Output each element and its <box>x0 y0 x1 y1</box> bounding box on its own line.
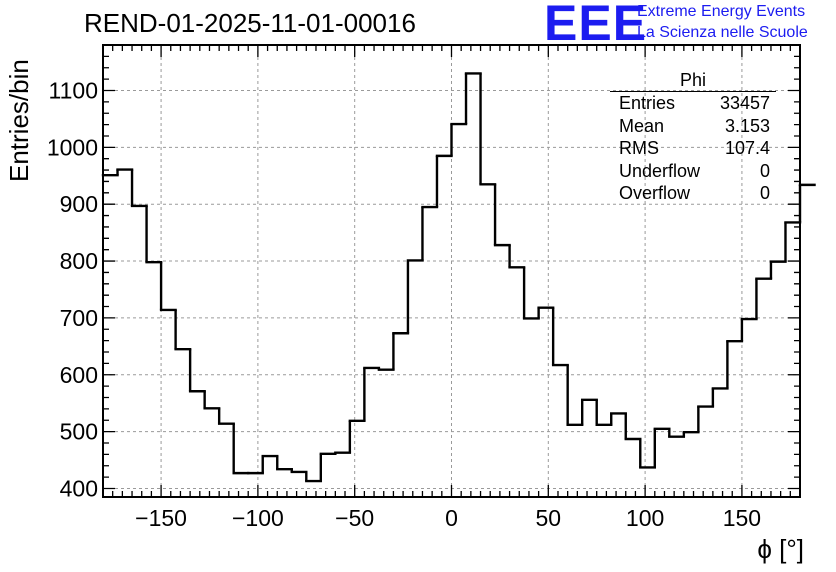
plot-frame <box>102 44 801 498</box>
stats-value: 33457 <box>719 93 770 113</box>
y-tick-label: 1000 <box>47 134 98 160</box>
logo-line-2: La Scienza nelle Scuole <box>637 24 808 41</box>
logo-line-1: Extreme Energy Events <box>637 3 806 20</box>
chart-title: REND-01-2025-11-01-00016 <box>84 8 416 38</box>
stats-row-underflow: Underflow 0 <box>610 160 776 183</box>
stats-box: Phi Entries 33457 Mean 3.153 RMS 107.4 U… <box>610 70 776 205</box>
x-tick-label: −100 <box>232 505 284 531</box>
x-tick-label: −150 <box>135 505 187 531</box>
stats-value: 3.153 <box>724 115 770 136</box>
stats-label: Underflow <box>619 160 701 181</box>
x-tick-label: −50 <box>335 505 374 531</box>
stats-row-mean: Mean 3.153 <box>610 115 776 138</box>
x-tick-label: 150 <box>723 505 761 531</box>
stats-label: Overflow <box>619 183 691 203</box>
stats-value: 107.4 <box>724 138 770 158</box>
stats-row-overflow: Overflow 0 <box>610 182 776 205</box>
stats-label: Entries <box>619 93 676 113</box>
y-tick-label: 900 <box>60 191 98 217</box>
stats-title: Phi <box>610 70 776 92</box>
y-tick-label: 1100 <box>49 77 98 103</box>
x-axis-label: ϕ [°] <box>757 534 804 564</box>
eee-logo: EEE <box>544 0 648 51</box>
y-tick-label: 700 <box>60 305 98 331</box>
x-tick-label: 0 <box>445 505 458 531</box>
x-tick-label: 100 <box>626 505 664 531</box>
y-tick-label: 800 <box>60 248 98 274</box>
y-tick-label: 500 <box>60 419 98 445</box>
y-tick-label: 400 <box>60 475 98 501</box>
y-axis-label: Entries/bin <box>4 59 34 182</box>
stats-value: 0 <box>759 183 770 203</box>
x-tick-label: 50 <box>536 505 562 531</box>
stats-value: 0 <box>759 160 770 181</box>
y-tick-label: 600 <box>60 362 98 388</box>
stats-row-rms: RMS 107.4 <box>610 137 776 160</box>
axis-ticks <box>103 45 800 497</box>
stats-label: RMS <box>619 138 659 158</box>
stats-row-entries: Entries 33457 <box>610 92 776 115</box>
stats-label: Mean <box>619 115 665 136</box>
